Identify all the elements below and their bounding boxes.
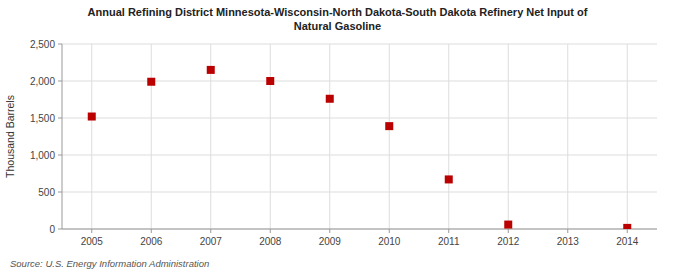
x-tick [151, 229, 152, 233]
x-grid-line [508, 44, 509, 229]
y-tick [58, 155, 62, 156]
point [207, 66, 215, 74]
x-tick [329, 229, 330, 233]
x-tick-label: 2014 [616, 236, 639, 247]
x-grid-line [448, 44, 449, 229]
y-tick-label: 2,500 [30, 39, 55, 50]
point [266, 77, 274, 85]
title-line: Annual Refining District Minnesota-Wisco… [88, 6, 588, 18]
title-line: Natural Gasoline [294, 20, 381, 32]
x-tick-label: 2007 [200, 236, 223, 247]
y-tick-label: 0 [49, 224, 55, 235]
x-grid-line [627, 44, 628, 229]
point [385, 122, 393, 130]
x-grid-line [270, 44, 271, 229]
y-grid-line [62, 229, 657, 230]
y-tick-label: 2,000 [30, 76, 55, 87]
title: Annual Refining District Minnesota-Wisco… [88, 6, 588, 32]
y-axis-line [62, 44, 63, 229]
x-tick-label: 2009 [319, 236, 342, 247]
x-grid-line [329, 44, 330, 229]
y-axis-label: Thousand Barrels [4, 95, 16, 178]
axes: 0 500 1,000 1,500 2,000 2,500 2005 2006 2007 2008… [30, 39, 657, 248]
x-tick [389, 229, 390, 233]
x-grid-line [151, 44, 152, 229]
x-tick [91, 229, 92, 233]
y-tick-label: 500 [38, 187, 55, 198]
point [445, 175, 453, 183]
point [326, 95, 334, 103]
x-grid-line [567, 44, 568, 229]
x-tick-label: 2005 [81, 236, 104, 247]
y-tick [58, 44, 62, 45]
point [147, 78, 155, 86]
grid [62, 44, 657, 229]
x-tick [448, 229, 449, 233]
x-tick-label: 2012 [497, 236, 520, 247]
point [623, 224, 631, 229]
point [504, 221, 512, 229]
chart: Annual Refining District Minnesota-Wisco… [0, 0, 675, 275]
y-tick [58, 81, 62, 82]
marks [88, 66, 632, 229]
y-tick-label: 1,500 [30, 113, 55, 124]
x-tick [567, 229, 568, 233]
y-tick [58, 192, 62, 193]
x-tick-label: 2006 [140, 236, 163, 247]
x-tick [210, 229, 211, 233]
x-tick-label: 2013 [557, 236, 580, 247]
y-tick [58, 118, 62, 119]
source-note: Source: U.S. Energy Information Administ… [10, 258, 209, 269]
x-tick [627, 229, 628, 233]
x-grid-line [91, 44, 92, 229]
point [88, 113, 96, 121]
x-tick-label: 2011 [438, 236, 460, 247]
x-grid-line [389, 44, 390, 229]
x-tick-label: 2010 [378, 236, 401, 247]
x-tick [270, 229, 271, 233]
x-tick-label: 2008 [259, 236, 282, 247]
x-tick [508, 229, 509, 233]
y-tick-label: 1,000 [30, 150, 55, 161]
x-axis-line [62, 229, 657, 230]
y-tick [58, 229, 62, 230]
